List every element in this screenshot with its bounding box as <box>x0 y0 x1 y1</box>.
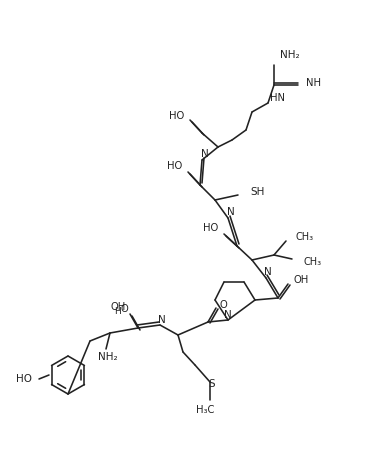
Text: H: H <box>114 307 121 316</box>
Text: HO: HO <box>169 111 184 121</box>
Text: O: O <box>120 304 128 314</box>
Text: CH₃: CH₃ <box>296 232 314 242</box>
Text: HO: HO <box>203 223 218 233</box>
Text: SH: SH <box>250 187 264 197</box>
Text: N: N <box>264 267 272 277</box>
Text: N: N <box>224 310 232 320</box>
Text: H₃C: H₃C <box>196 405 214 415</box>
Text: S: S <box>209 379 215 389</box>
Text: NH₂: NH₂ <box>280 50 299 60</box>
Text: NH₂: NH₂ <box>98 352 118 362</box>
Text: OH: OH <box>111 302 126 312</box>
Text: N: N <box>158 315 166 325</box>
Text: HO: HO <box>16 374 32 384</box>
Text: CH₃: CH₃ <box>304 257 322 267</box>
Text: N: N <box>201 149 209 159</box>
Text: HN: HN <box>270 93 285 103</box>
Text: HO: HO <box>167 161 182 171</box>
Text: NH: NH <box>306 78 321 88</box>
Text: OH: OH <box>294 275 309 285</box>
Text: O: O <box>220 300 228 310</box>
Text: N: N <box>227 207 235 217</box>
